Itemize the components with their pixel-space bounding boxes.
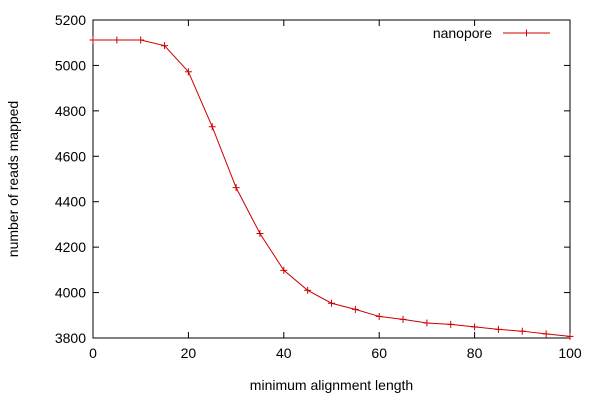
data-point bbox=[280, 266, 288, 274]
data-point bbox=[471, 323, 479, 331]
y-tick-label: 4200 bbox=[55, 239, 86, 255]
y-tick-label: 4800 bbox=[55, 103, 86, 119]
data-point bbox=[542, 330, 550, 338]
data-point bbox=[399, 315, 407, 323]
y-tick-label: 4000 bbox=[55, 285, 86, 301]
y-tick-label: 5000 bbox=[55, 57, 86, 73]
data-point bbox=[208, 123, 216, 131]
series-line-nanopore bbox=[93, 39, 571, 337]
x-axis-ticks: 0 20 40 60 80 100 bbox=[89, 20, 582, 361]
data-point bbox=[566, 332, 574, 340]
x-tick-label: 40 bbox=[276, 345, 292, 361]
data-point bbox=[137, 36, 145, 44]
y-tick-label: 3800 bbox=[55, 330, 86, 346]
x-tick-label: 80 bbox=[467, 345, 483, 361]
legend: nanopore bbox=[433, 25, 550, 41]
data-point bbox=[423, 319, 431, 327]
data-point bbox=[184, 68, 192, 76]
data-point bbox=[328, 299, 335, 307]
data-point bbox=[447, 320, 455, 328]
plot-frame bbox=[92, 19, 571, 339]
data-point bbox=[351, 305, 359, 313]
y-tick-label: 4400 bbox=[55, 194, 86, 210]
data-point bbox=[494, 325, 502, 333]
y-tick-label: 5200 bbox=[55, 12, 86, 28]
x-axis-label: minimum alignment length bbox=[250, 377, 413, 393]
data-point bbox=[256, 230, 264, 238]
plot-border bbox=[92, 19, 571, 339]
data-point bbox=[161, 42, 169, 50]
x-tick-label: 60 bbox=[371, 345, 387, 361]
data-point bbox=[89, 36, 97, 44]
y-axis-ticks: 3800 4000 4200 4400 4600 4800 5000 5200 bbox=[55, 12, 570, 346]
data-point bbox=[113, 36, 121, 44]
data-point bbox=[232, 184, 240, 192]
y-tick-label: 4600 bbox=[55, 148, 86, 164]
data-point bbox=[518, 327, 526, 335]
series-layer bbox=[89, 36, 574, 340]
legend-label-nanopore: nanopore bbox=[433, 25, 492, 41]
x-tick-label: 20 bbox=[181, 345, 197, 361]
y-axis-label: number of reads mapped bbox=[5, 101, 21, 257]
legend-marker-nanopore bbox=[523, 29, 530, 37]
x-tick-label: 0 bbox=[89, 345, 97, 361]
data-point bbox=[375, 312, 383, 320]
data-point bbox=[304, 286, 312, 294]
x-tick-label: 100 bbox=[558, 345, 582, 361]
